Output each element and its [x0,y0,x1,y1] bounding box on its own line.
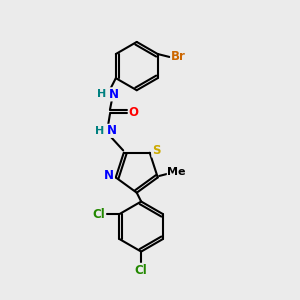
Text: S: S [152,144,160,157]
Text: Cl: Cl [92,208,105,220]
Text: O: O [128,106,139,119]
Text: N: N [107,124,117,137]
Text: N: N [109,88,118,101]
Text: Me: Me [167,167,186,177]
Text: Br: Br [171,50,186,64]
Text: H: H [97,89,106,99]
Text: Cl: Cl [135,264,148,277]
Text: H: H [95,126,105,136]
Text: N: N [104,169,114,182]
